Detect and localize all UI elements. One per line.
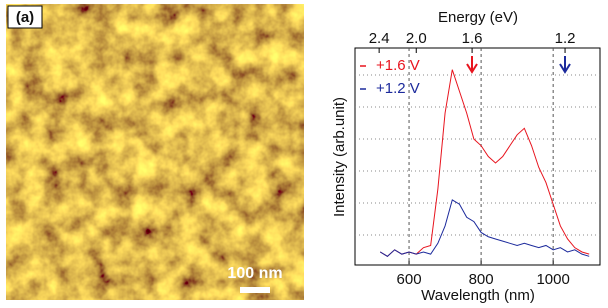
series-line: [380, 70, 589, 257]
y-axis-title: Intensity (arb.unit): [331, 97, 348, 217]
h-grid: [355, 75, 600, 235]
x2-axis-title: Energy (eV): [438, 9, 518, 26]
x-axis-title: Wavelength (nm): [421, 287, 535, 304]
x2-tick-label: 1.2: [555, 30, 576, 47]
x-tick-label: 600: [397, 271, 422, 288]
arrow-blue: [560, 56, 570, 72]
x2-tick-label: 2.4: [369, 30, 390, 47]
series-line: [380, 200, 589, 256]
stm-image: [6, 4, 304, 300]
scale-bar-label: 100 nm: [227, 265, 282, 282]
legend-label: +1.6 V: [376, 57, 420, 74]
arrow-red: [467, 56, 477, 72]
legend-label: +1.2 V: [376, 80, 420, 97]
x-tick-label: 1000: [536, 271, 569, 288]
figure: (a) 100 nm Energy (eV) Wavelength (nm) I…: [0, 0, 608, 308]
scale-bar: [240, 287, 270, 293]
x2-tick-label: 2.0: [406, 30, 427, 47]
x2-tick-label: 1.6: [462, 30, 483, 47]
x-tick-label: 800: [469, 271, 494, 288]
panel-label: (a): [16, 9, 34, 26]
